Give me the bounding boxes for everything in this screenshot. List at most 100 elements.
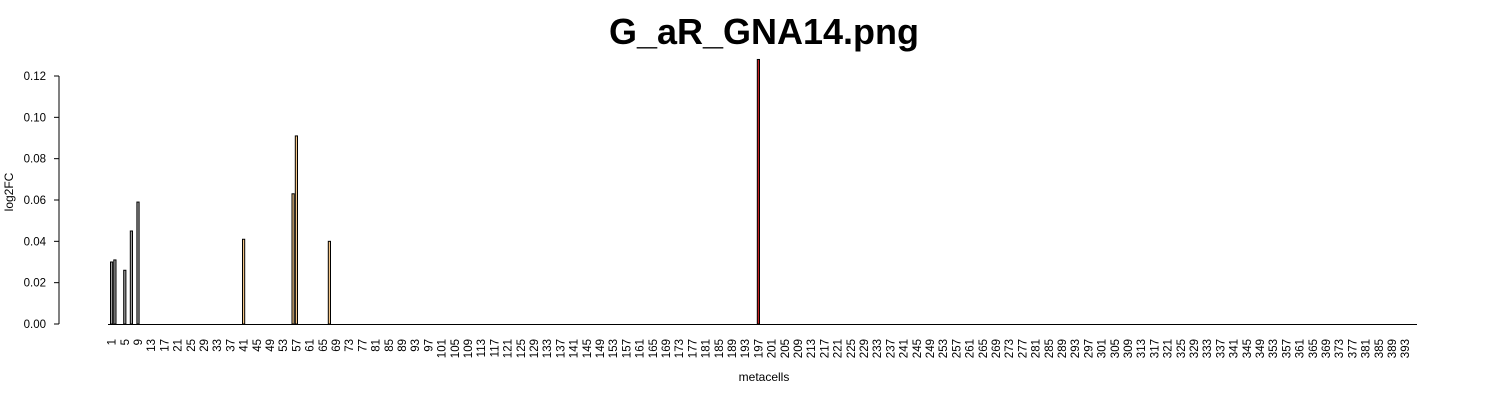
x-tick-label: 301 xyxy=(1097,339,1109,358)
x-tick-label: 121 xyxy=(503,339,515,358)
x-tick-label: 209 xyxy=(793,339,805,358)
y-tick-label: 0.08 xyxy=(24,154,46,166)
x-tick-label: 69 xyxy=(331,339,343,352)
x-tick-label: 173 xyxy=(674,339,686,358)
bar xyxy=(242,238,246,325)
x-tick-label: 157 xyxy=(621,339,633,358)
x-tick-label: 153 xyxy=(608,339,620,358)
x-tick-label: 125 xyxy=(516,339,528,358)
chart-title: G_aR_GNA14.png xyxy=(609,11,919,52)
x-tick-label: 229 xyxy=(859,339,871,358)
x-tick-label: 61 xyxy=(305,339,317,352)
x-tick-label: 337 xyxy=(1215,339,1227,358)
x-tick-label: 1 xyxy=(107,339,119,345)
x-tick-label: 97 xyxy=(423,339,435,352)
x-tick-label: 57 xyxy=(291,339,303,352)
x-tick-label: 93 xyxy=(410,339,422,352)
x-tick-label: 117 xyxy=(489,339,501,357)
x-tick-label: 341 xyxy=(1229,339,1241,358)
x-tick-label: 65 xyxy=(318,339,330,352)
x-tick-label: 181 xyxy=(701,339,713,358)
x-tick-label: 289 xyxy=(1057,339,1069,358)
x-tick-label: 345 xyxy=(1242,339,1254,358)
x-tick-label: 357 xyxy=(1281,339,1293,358)
x-tick-label: 313 xyxy=(1136,339,1148,358)
bar xyxy=(113,259,117,325)
x-tick-label: 73 xyxy=(344,339,356,352)
x-tick-label: 305 xyxy=(1110,339,1122,358)
x-tick-label: 249 xyxy=(925,339,937,358)
bar xyxy=(123,269,127,325)
x-tick-label: 169 xyxy=(661,339,673,358)
x-tick-label: 325 xyxy=(1176,339,1188,358)
bars xyxy=(110,58,760,325)
x-tick-label: 109 xyxy=(463,339,475,358)
x-tick-label: 213 xyxy=(806,339,818,358)
x-tick-label: 193 xyxy=(740,339,752,358)
x-tick-label: 217 xyxy=(819,339,831,358)
x-tick-label: 361 xyxy=(1295,339,1307,358)
x-tick-label: 221 xyxy=(833,339,845,358)
x-tick-label: 225 xyxy=(846,339,858,358)
x-tick-label: 133 xyxy=(542,339,554,358)
x-tick-label: 45 xyxy=(252,339,264,352)
x-tick-label: 9 xyxy=(133,339,145,345)
y-tick-label: 0.06 xyxy=(24,195,46,207)
x-tick-label: 237 xyxy=(885,339,897,358)
x-tick-label: 81 xyxy=(371,339,383,352)
x-tick-label: 201 xyxy=(767,339,779,358)
x-tick-label: 281 xyxy=(1031,339,1043,358)
x-tick-label: 233 xyxy=(872,339,884,358)
x-tick-label: 385 xyxy=(1374,339,1386,358)
x-tick-label: 389 xyxy=(1387,339,1399,358)
y-tick-label: 0.04 xyxy=(24,236,47,248)
bar xyxy=(129,230,134,325)
x-tick-label: 273 xyxy=(1004,339,1016,358)
x-tick-label: 241 xyxy=(899,339,911,358)
x-tick-label: 317 xyxy=(1149,339,1161,358)
y-tick-label: 0.12 xyxy=(24,71,46,83)
x-tick-label: 129 xyxy=(529,339,541,358)
x-tick-label: 365 xyxy=(1308,339,1320,358)
x-tick-label: 257 xyxy=(951,339,963,358)
x-tick-label: 177 xyxy=(687,339,699,358)
x-tick-label: 113 xyxy=(476,339,488,357)
x-tick-label: 77 xyxy=(357,339,369,352)
bar xyxy=(291,193,295,325)
x-tick-label: 349 xyxy=(1255,339,1267,358)
x-tick-label: 85 xyxy=(384,339,396,352)
x-tick-label: 101 xyxy=(437,339,449,358)
x-tick-label: 321 xyxy=(1163,339,1175,358)
y-axis-label: log2FC xyxy=(2,172,16,211)
x-tick-label: 197 xyxy=(753,339,765,358)
x-tick-label: 265 xyxy=(978,339,990,358)
x-tick-label: 261 xyxy=(965,339,977,358)
x-tick-label: 369 xyxy=(1321,339,1333,358)
y-tick-label: 0.00 xyxy=(24,319,46,331)
x-tick-label: 185 xyxy=(714,339,726,358)
x-tick-label: 189 xyxy=(727,339,739,358)
x-tick-label: 33 xyxy=(212,339,224,352)
x-tick-label: 285 xyxy=(1044,339,1056,358)
bar xyxy=(136,201,140,325)
x-tick-label: 25 xyxy=(186,339,198,352)
x-tick-label: 333 xyxy=(1202,339,1214,358)
x-tick-label: 161 xyxy=(635,339,647,358)
x-tick-label: 37 xyxy=(225,339,237,352)
x-tick-label: 145 xyxy=(582,339,594,358)
x-tick-label: 105 xyxy=(450,339,462,358)
x-tick-label: 353 xyxy=(1268,339,1280,358)
x-axis-label: metacells xyxy=(739,370,790,384)
bar xyxy=(756,58,760,325)
x-tick-label: 277 xyxy=(1017,339,1029,358)
x-tick-label: 373 xyxy=(1334,339,1346,358)
x-tick-label: 29 xyxy=(199,339,211,352)
x-tick-label: 49 xyxy=(265,339,277,352)
x-tick-label: 89 xyxy=(397,339,409,352)
x-tick-label: 297 xyxy=(1083,339,1095,358)
bar xyxy=(110,261,114,325)
x-axis: 1 5 9 13 17 21 25 29 33 37 41 45 49 53 57 61 65 69 73 77 81 8… xyxy=(107,324,1417,358)
x-tick-label: 245 xyxy=(912,339,924,358)
x-tick-label: 41 xyxy=(239,339,251,352)
